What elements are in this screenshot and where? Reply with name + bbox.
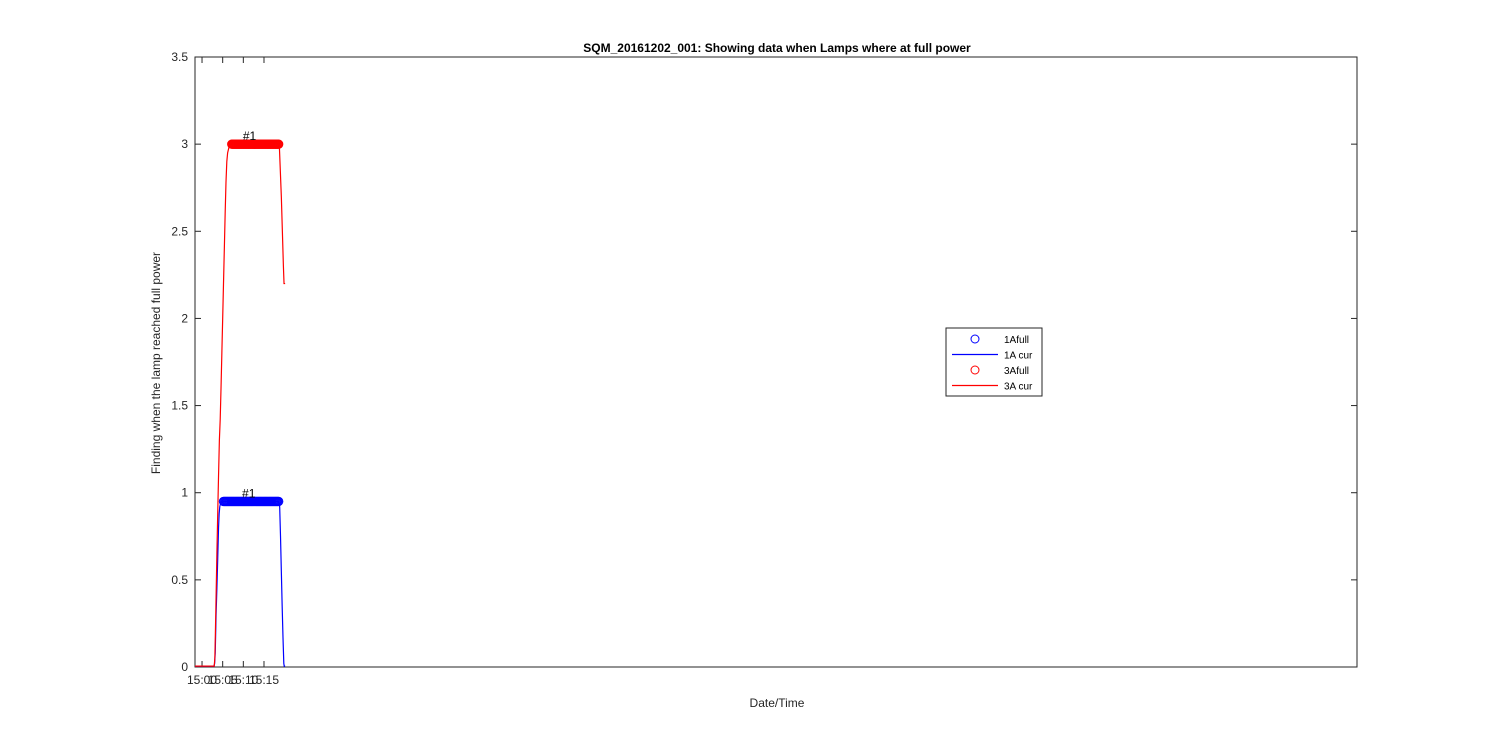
legend: 1Afull 1A cur 3Afull 3A cur bbox=[945, 327, 1043, 397]
y-tick-label: 0.5 bbox=[171, 573, 188, 587]
annotation-label: #1 bbox=[242, 486, 256, 500]
y-tick-label: 0 bbox=[181, 660, 188, 674]
y-axis: 0 0.5 1 1.5 2 2.5 3 3.5 bbox=[171, 50, 1357, 674]
y-tick-label: 1 bbox=[181, 486, 188, 500]
x-tick-label: 15:15 bbox=[249, 673, 279, 687]
legend-label-1afull: 1Afull bbox=[1004, 335, 1029, 346]
y-tick-label: 3.5 bbox=[171, 50, 188, 64]
series-line-3a-cur bbox=[195, 143, 286, 667]
y-axis-label: Finding when the lamp reached full power bbox=[149, 252, 163, 474]
y-tick-label: 2.5 bbox=[171, 224, 188, 238]
x-tick-label: 15:00 bbox=[187, 673, 217, 687]
y-tick-label: 1.5 bbox=[171, 399, 188, 413]
y-tick-label: 3 bbox=[181, 137, 188, 151]
x-axis-label: Date/Time bbox=[750, 696, 805, 710]
legend-label-1a-cur: 1A cur bbox=[1004, 351, 1033, 362]
plot-area bbox=[194, 56, 1358, 668]
x-tick-label: 15:10 bbox=[228, 673, 258, 687]
legend-label-3a-cur: 3A cur bbox=[1004, 382, 1033, 393]
series-layer bbox=[195, 139, 286, 667]
y-tick-label: 2 bbox=[181, 311, 188, 325]
annotations: #1 #1 bbox=[242, 129, 257, 500]
legend-marker-1afull bbox=[970, 334, 980, 344]
legend-box bbox=[945, 327, 1043, 397]
x-tick-label: 15:05 bbox=[208, 673, 238, 687]
legend-marker-3afull bbox=[970, 365, 980, 375]
legend-label-3afull: 3Afull bbox=[1004, 366, 1029, 377]
chart-title: SQM_20161202_001: Showing data when Lamp… bbox=[583, 41, 971, 55]
annotation-label: #1 bbox=[243, 129, 257, 143]
